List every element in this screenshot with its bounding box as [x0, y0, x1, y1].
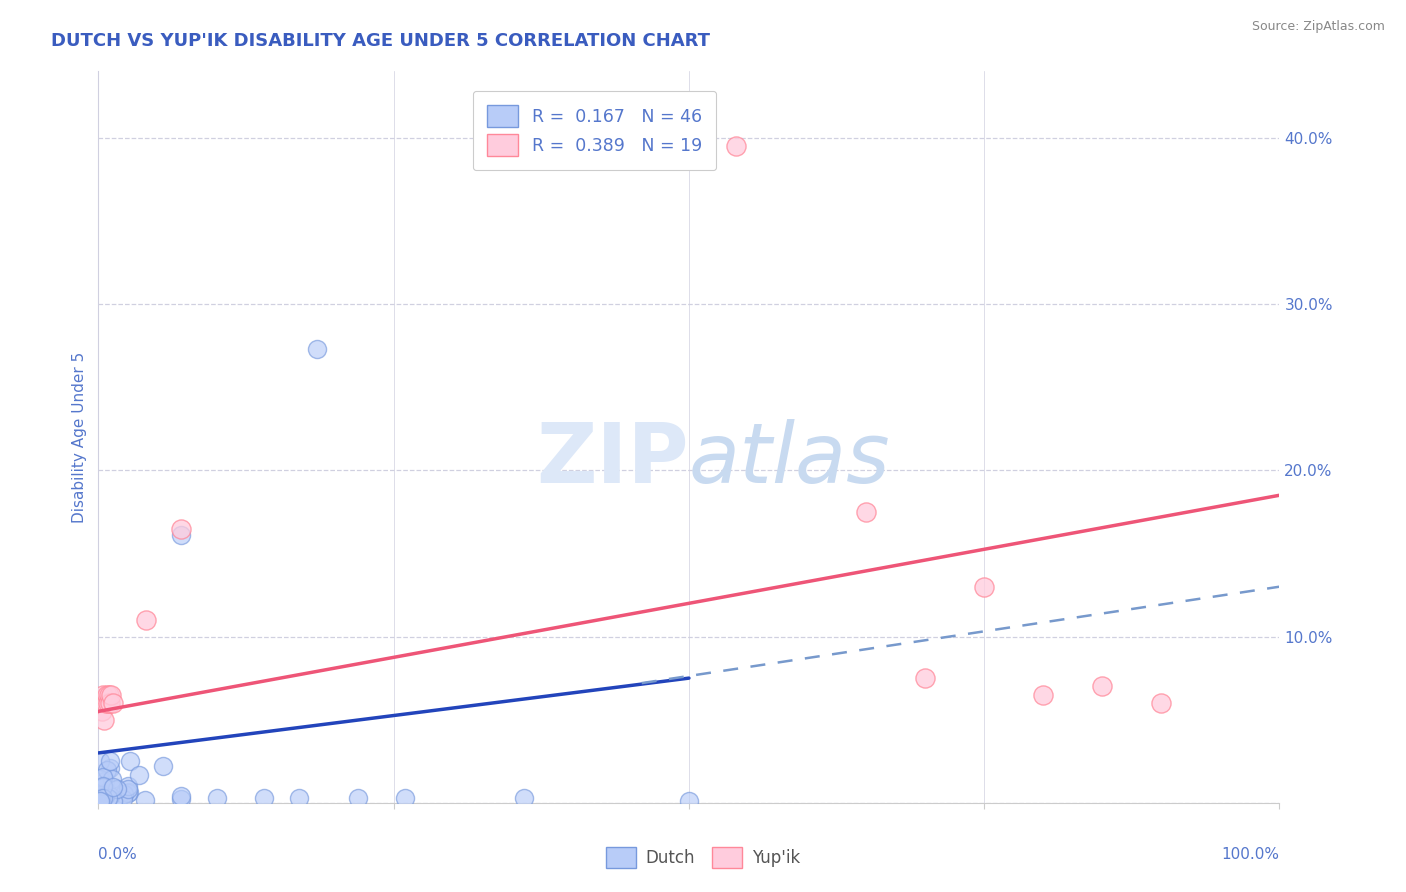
Point	[93, 789, 115, 803]
Point	[512, 790, 534, 805]
Point	[170, 792, 193, 806]
Point	[91, 779, 114, 793]
Point	[89, 794, 111, 808]
Point	[914, 671, 936, 685]
Point	[91, 780, 114, 794]
Point	[103, 782, 125, 797]
Text: 100.0%: 100.0%	[1222, 847, 1279, 862]
Text: ZIP: ZIP	[537, 418, 689, 500]
Point	[117, 782, 139, 797]
Point	[96, 763, 118, 777]
Point	[96, 785, 118, 799]
Point	[98, 696, 121, 710]
Point	[170, 789, 193, 804]
Point	[100, 688, 122, 702]
Point	[134, 793, 156, 807]
Point	[101, 696, 124, 710]
Point	[89, 772, 111, 786]
Point	[973, 580, 995, 594]
Point	[394, 790, 416, 805]
Point	[117, 779, 139, 793]
Point	[152, 758, 174, 772]
Point	[1091, 680, 1114, 694]
Point	[105, 782, 128, 797]
Text: DUTCH VS YUP'IK DISABILITY AGE UNDER 5 CORRELATION CHART: DUTCH VS YUP'IK DISABILITY AGE UNDER 5 C…	[51, 32, 710, 50]
Point	[93, 713, 115, 727]
Point	[98, 754, 121, 768]
Point	[101, 780, 124, 794]
Point	[288, 790, 311, 805]
Point	[114, 788, 136, 802]
Point	[89, 794, 111, 808]
Point	[170, 528, 193, 542]
Y-axis label: Disability Age Under 5: Disability Age Under 5	[72, 351, 87, 523]
Point	[855, 505, 877, 519]
Point	[89, 754, 111, 768]
Point	[100, 772, 122, 786]
Point	[678, 794, 700, 808]
Point	[97, 791, 120, 805]
Point	[91, 790, 114, 805]
Text: 0.0%: 0.0%	[98, 847, 138, 862]
Point	[253, 790, 276, 805]
Point	[91, 705, 114, 719]
Point	[94, 696, 117, 710]
Point	[128, 768, 150, 782]
Point	[118, 785, 141, 799]
Point	[100, 789, 122, 804]
Point	[1150, 696, 1173, 710]
Point	[89, 789, 111, 803]
Point	[1032, 688, 1054, 702]
Text: Source: ZipAtlas.com: Source: ZipAtlas.com	[1251, 20, 1385, 33]
Point	[205, 790, 228, 805]
Point	[93, 774, 115, 789]
Point	[89, 794, 111, 808]
Point	[89, 793, 111, 807]
Point	[111, 791, 134, 805]
Point	[89, 793, 111, 807]
Legend: R =  0.167   N = 46, R =  0.389   N = 19: R = 0.167 N = 46, R = 0.389 N = 19	[472, 91, 716, 170]
Point	[101, 794, 124, 808]
Point	[118, 754, 141, 768]
Point	[107, 793, 129, 807]
Point	[725, 139, 748, 153]
Point	[91, 688, 114, 702]
Point	[96, 688, 118, 702]
Legend: Dutch, Yup'ik: Dutch, Yup'ik	[599, 840, 807, 875]
Point	[97, 696, 120, 710]
Point	[90, 791, 112, 805]
Point	[98, 761, 121, 775]
Point	[170, 521, 193, 535]
Point	[347, 790, 370, 805]
Point	[98, 688, 121, 702]
Point	[117, 786, 139, 800]
Point	[305, 342, 328, 356]
Point	[135, 613, 157, 627]
Point	[91, 771, 114, 785]
Text: atlas: atlas	[689, 418, 890, 500]
